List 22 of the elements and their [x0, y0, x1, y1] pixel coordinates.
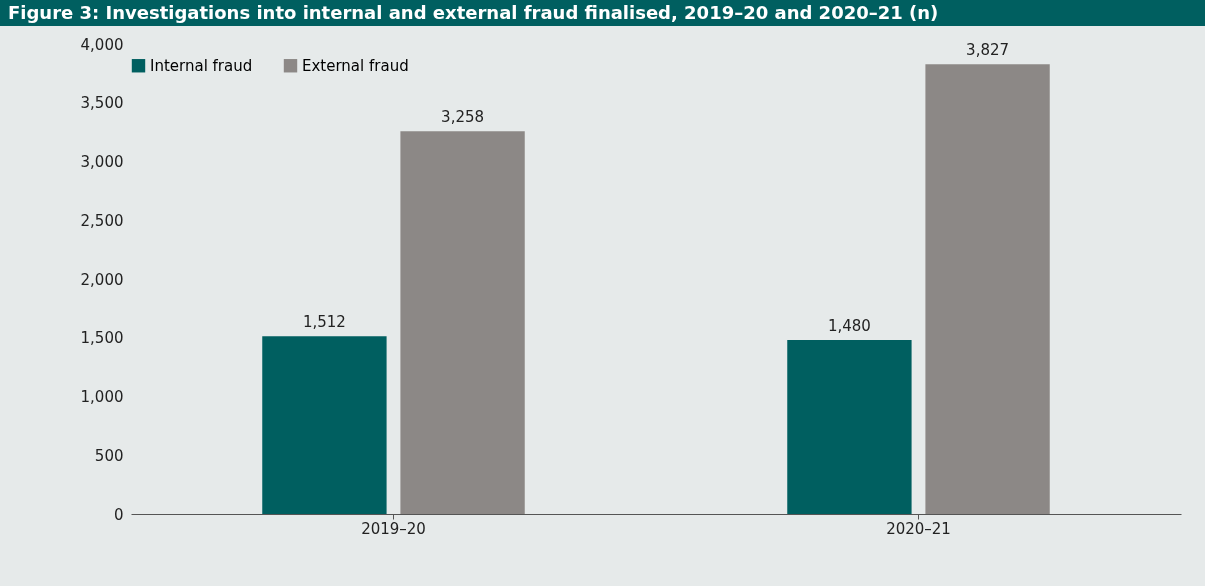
y-tick-label: 4,000 — [80, 35, 124, 54]
chart-title: Figure 3: Investigations into internal and external fraud finalised, 2019–20 and 2020–21 (n) — [0, 0, 1205, 26]
legend-label: External fraud — [302, 56, 409, 75]
data-label: 3,258 — [441, 108, 485, 127]
y-tick-label: 1,000 — [80, 388, 124, 406]
x-tick-label: 2019–20 — [361, 519, 426, 538]
bar — [925, 64, 1050, 514]
data-label: 3,827 — [966, 41, 1010, 60]
legend-label: Internal fraud — [150, 56, 253, 75]
data-label: 1,512 — [302, 313, 346, 332]
y-tick-label: 500 — [94, 446, 124, 465]
y-tick-label: 3,500 — [80, 94, 124, 113]
y-tick-label: 2,500 — [80, 211, 124, 230]
y-tick-label: 0 — [113, 505, 124, 524]
bar — [787, 340, 912, 514]
x-tick-label: 2020–21 — [886, 519, 951, 538]
y-tick-label: 3,000 — [80, 153, 124, 171]
data-label: 1,480 — [827, 317, 871, 336]
y-tick-label: 1,500 — [80, 329, 124, 348]
y-tick-label: 2,000 — [80, 270, 124, 289]
bar — [400, 131, 525, 514]
bar — [262, 336, 387, 514]
